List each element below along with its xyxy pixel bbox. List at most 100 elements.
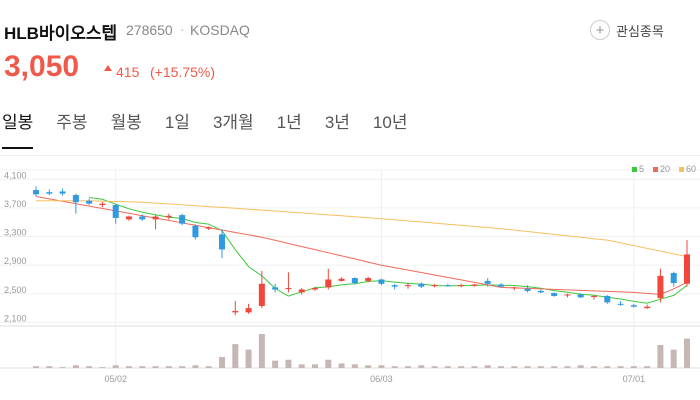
candle-body bbox=[139, 216, 146, 220]
volume-bar bbox=[498, 366, 504, 368]
candle-body bbox=[471, 284, 478, 286]
volume-bar bbox=[591, 366, 597, 368]
volume-bar bbox=[312, 364, 318, 368]
candle-body bbox=[72, 195, 79, 203]
plus-icon: + bbox=[590, 20, 610, 40]
candle-body bbox=[152, 216, 159, 220]
volume-bar bbox=[471, 366, 478, 368]
price: 3,050 bbox=[4, 50, 80, 83]
volume-bar bbox=[152, 366, 159, 368]
candle-body bbox=[405, 285, 411, 287]
period-tab[interactable]: 월봉 bbox=[110, 113, 142, 132]
y-tick-label: 3,300 bbox=[4, 228, 27, 238]
candle-body bbox=[511, 287, 518, 289]
x-tick-label: 06/03 bbox=[370, 374, 393, 384]
candle-body bbox=[46, 192, 53, 194]
volume-bar bbox=[670, 349, 677, 368]
legend-label: 60 bbox=[686, 164, 696, 174]
volume-bar bbox=[484, 365, 491, 368]
candle-body bbox=[59, 191, 66, 194]
watch-button[interactable]: + 관심종목 bbox=[590, 20, 664, 40]
period-tab[interactable]: 일봉 bbox=[2, 108, 34, 149]
market: KOSDAQ bbox=[190, 22, 250, 38]
change: 415 bbox=[116, 64, 140, 80]
volume-bar bbox=[617, 366, 624, 368]
volume-bar bbox=[564, 366, 571, 368]
candle-body bbox=[577, 294, 584, 298]
separator-dot: · bbox=[180, 21, 185, 37]
volume-bar bbox=[126, 366, 132, 368]
candle-body bbox=[418, 283, 425, 287]
y-tick-label: 2,100 bbox=[4, 313, 27, 323]
volume-bar bbox=[86, 366, 93, 368]
volume-bar bbox=[33, 366, 39, 368]
period-tab[interactable]: 주봉 bbox=[56, 113, 88, 132]
volume-bar bbox=[684, 338, 690, 368]
candle-body bbox=[431, 285, 438, 287]
volume-bar bbox=[245, 349, 252, 368]
candle-body bbox=[644, 306, 651, 309]
candle-body bbox=[325, 279, 332, 288]
period-tab[interactable]: 10년 bbox=[372, 113, 408, 132]
candle-body bbox=[232, 310, 239, 313]
period-tab[interactable]: 3년 bbox=[324, 113, 350, 132]
volume-bar bbox=[112, 365, 119, 368]
candle-body bbox=[498, 284, 504, 287]
volume-bar bbox=[325, 359, 332, 368]
period-tab[interactable]: 1일 bbox=[164, 113, 190, 132]
candle-body bbox=[444, 285, 451, 287]
y-tick-label: 2,900 bbox=[4, 256, 27, 266]
candle-body bbox=[551, 293, 558, 296]
candle-body bbox=[298, 289, 305, 293]
candle-body bbox=[391, 285, 398, 287]
volume-bar bbox=[72, 365, 79, 368]
candle-body bbox=[86, 200, 93, 204]
legend-swatch bbox=[632, 167, 637, 172]
candle-body bbox=[351, 278, 358, 284]
volume-bar bbox=[391, 366, 398, 368]
volume-bar bbox=[232, 344, 239, 368]
candle-body bbox=[365, 278, 372, 281]
candle-body bbox=[258, 283, 265, 306]
candle-body bbox=[670, 273, 677, 284]
y-tick-label: 2,500 bbox=[4, 285, 27, 295]
candle-body bbox=[630, 305, 637, 307]
period-tabs: 일봉 주봉 월봉 1일 3개월 1년 3년 10년 bbox=[2, 108, 430, 149]
volume-bar bbox=[458, 366, 465, 368]
ma-line bbox=[36, 200, 688, 258]
volume-bar bbox=[511, 366, 518, 368]
candle-body bbox=[338, 278, 345, 281]
period-tab[interactable]: 1년 bbox=[276, 113, 302, 132]
legend-swatch bbox=[679, 167, 685, 172]
stock-name: HLB바이오스텝 bbox=[4, 24, 118, 43]
y-tick-label: 3,700 bbox=[4, 199, 27, 209]
volume-bar bbox=[378, 365, 385, 368]
candle-body bbox=[458, 285, 465, 287]
period-tab[interactable]: 3개월 bbox=[212, 113, 254, 132]
volume-bar bbox=[537, 366, 544, 368]
legend-label: 5 bbox=[639, 164, 644, 174]
stock-code: 278650 bbox=[126, 22, 173, 38]
candle-body bbox=[378, 279, 385, 284]
volume-bar bbox=[405, 366, 411, 368]
candle-body bbox=[604, 295, 611, 303]
volume-bar bbox=[630, 366, 637, 368]
volume-bar bbox=[577, 365, 584, 368]
ma-line bbox=[89, 197, 688, 304]
candle-body bbox=[591, 295, 597, 297]
x-tick-label: 07/01 bbox=[623, 374, 646, 384]
candle-body bbox=[126, 216, 132, 220]
candle-body bbox=[657, 275, 664, 299]
volume-bar bbox=[338, 363, 345, 368]
volume-bar bbox=[165, 366, 172, 368]
candle-body bbox=[33, 190, 39, 195]
volume-bar bbox=[551, 366, 558, 368]
volume-bar bbox=[272, 360, 279, 368]
candle-body bbox=[285, 288, 292, 290]
volume-bar bbox=[99, 367, 106, 368]
volume-bar bbox=[46, 366, 53, 368]
y-tick-label: 4,100 bbox=[4, 170, 27, 180]
candle-body bbox=[617, 303, 624, 305]
